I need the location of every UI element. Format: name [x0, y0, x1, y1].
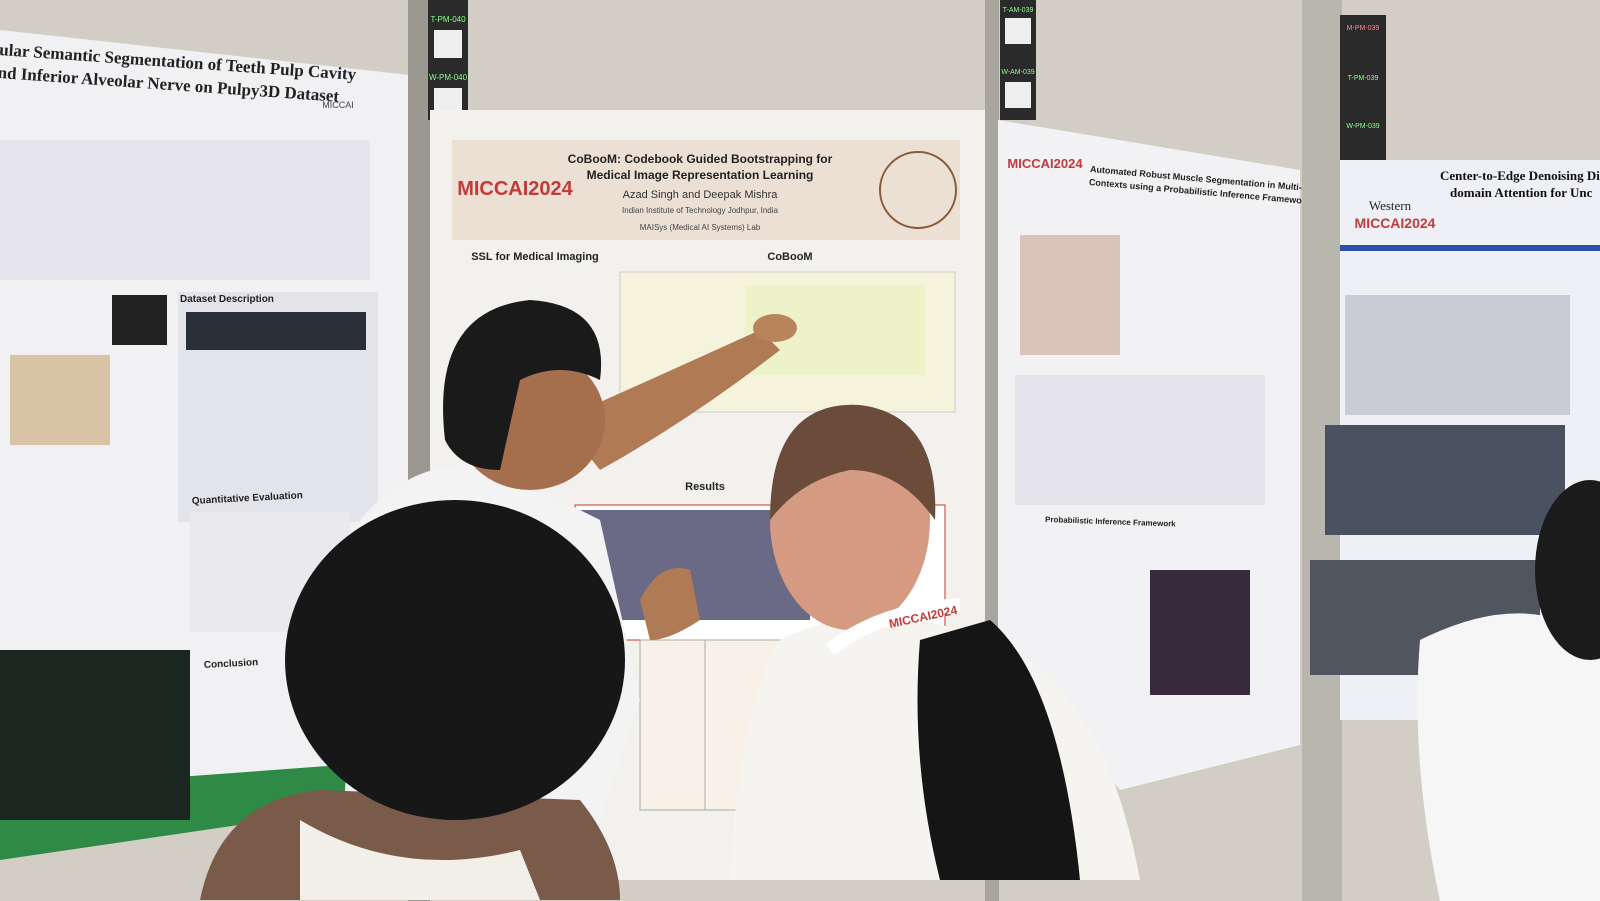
person-collar — [300, 820, 540, 900]
tag-label: T-PM-040 — [430, 15, 466, 24]
section-title: Dataset Description — [180, 294, 274, 305]
tag-label: W-PM-040 — [429, 73, 468, 82]
person-hand — [753, 314, 797, 342]
person-hair — [443, 300, 602, 470]
logo: MICCAI2024 — [1007, 156, 1083, 171]
person-head — [1535, 480, 1600, 660]
tag-label: T-PM-039 — [1348, 75, 1379, 82]
image-grid — [0, 650, 190, 820]
figure — [1325, 425, 1565, 535]
institute-seal — [879, 151, 957, 229]
person-shirt — [1417, 613, 1600, 901]
section-title: SSL for Medical Imaging — [471, 251, 599, 263]
lanyard-strap — [825, 598, 961, 656]
anatomy-image — [1020, 235, 1120, 355]
figure — [10, 355, 110, 445]
qr-code — [112, 295, 167, 345]
qr-code — [1005, 82, 1031, 108]
section-title: CoBooM — [767, 251, 812, 263]
figure — [1345, 295, 1570, 415]
logo: MICCAI — [322, 100, 354, 110]
person-arm — [560, 330, 780, 470]
qr-code — [1005, 18, 1031, 44]
figure — [1015, 375, 1265, 505]
person-hand — [640, 568, 700, 640]
institution: Western — [1369, 198, 1412, 213]
title-line: Center-to-Edge Denoising Diff — [1440, 168, 1600, 183]
lab: MAISys (Medical AI Systems) Lab — [640, 223, 761, 232]
table — [639, 639, 711, 811]
tag-label: M-PM-039 — [1347, 25, 1380, 32]
tag-label: W-AM-039 — [1001, 69, 1034, 76]
poster-header — [452, 140, 960, 240]
authors: Azad Singh and Deepak Mishra — [623, 189, 779, 201]
tag-label: T-AM-039 — [1003, 7, 1034, 14]
tag-label: W-PM-039 — [1346, 123, 1379, 130]
title-line: domain Attention for Unc — [1450, 185, 1593, 200]
text-block — [0, 140, 370, 280]
backpack — [917, 620, 1080, 880]
image-grid — [1150, 570, 1250, 695]
affiliation: Indian Institute of Technology Jodhpur, … — [622, 206, 779, 215]
person-hair — [770, 404, 936, 520]
divider — [1340, 245, 1600, 251]
logo: MICCAI2024 — [457, 178, 573, 200]
section-title: Results — [685, 481, 725, 493]
section-title: Conclusion — [204, 657, 259, 671]
logo: MICCAI2024 — [1355, 215, 1436, 231]
person-head — [285, 500, 625, 820]
qr-code — [434, 30, 462, 58]
image — [186, 312, 366, 350]
title-line: CoBooM: Codebook Guided Bootstrapping fo… — [568, 152, 833, 166]
booth-tag — [1340, 15, 1386, 160]
title-line: Medical Image Representation Learning — [587, 168, 814, 182]
